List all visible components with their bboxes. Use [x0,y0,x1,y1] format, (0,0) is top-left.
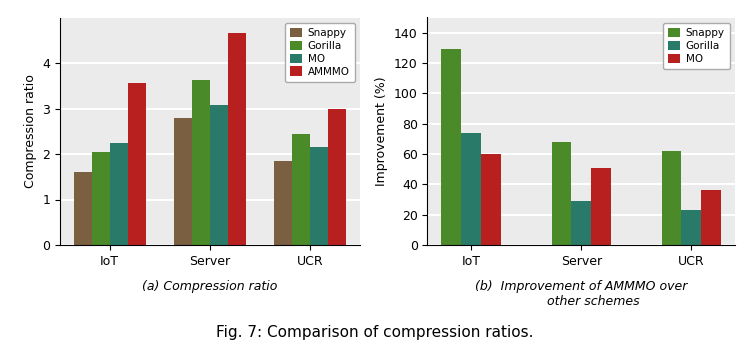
Bar [328,110,346,245]
Bar [461,133,481,245]
Bar [210,105,228,245]
Bar [110,143,128,245]
Legend: Snappy, Gorilla, MO: Snappy, Gorilla, MO [663,23,730,69]
Y-axis label: Improvement (%): Improvement (%) [375,76,388,186]
Bar [442,49,461,245]
Bar [128,84,146,245]
Bar [662,151,682,245]
Text: (b)  Improvement of AMMMO over
      other schemes: (b) Improvement of AMMMO over other sche… [475,280,688,308]
Legend: Snappy, Gorilla, MO, AMMMO: Snappy, Gorilla, MO, AMMMO [285,23,355,82]
Bar [572,201,591,245]
Text: Fig. 7: Comparison of compression ratios.: Fig. 7: Comparison of compression ratios… [216,324,534,339]
Bar [310,147,328,245]
Y-axis label: Compression ratio: Compression ratio [24,74,37,188]
Bar [682,210,701,245]
Bar [292,133,310,245]
Bar [92,152,110,245]
Bar [228,33,246,245]
Bar [551,142,572,245]
Bar [274,161,292,245]
Bar [74,172,92,245]
Bar [174,118,192,245]
Bar [701,190,721,245]
Bar [481,154,501,245]
Bar [591,168,611,245]
Bar [192,80,210,245]
Text: (a) Compression ratio: (a) Compression ratio [142,280,278,293]
